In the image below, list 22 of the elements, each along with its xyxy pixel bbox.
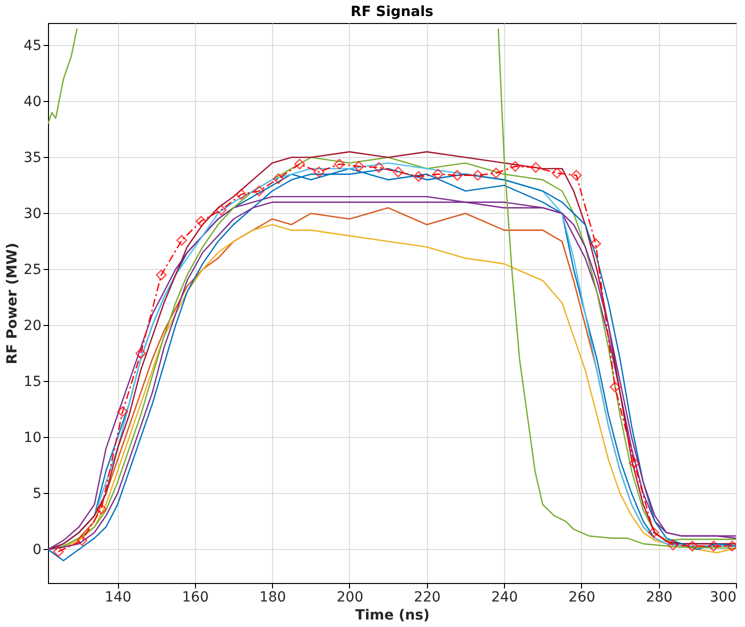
x-tick-label: 280 [646,590,673,606]
y-tick-label: 15 [24,374,42,390]
x-tick-label: 160 [182,590,209,606]
x-tick-label: 300 [710,590,736,606]
x-tick-label: 220 [414,590,441,606]
y-tick-label: 25 [24,262,42,278]
x-axis-title: Time (ns) [355,608,430,624]
y-axis-title: RF Power (MW) [4,242,21,364]
x-tick-label: 260 [568,590,596,606]
chart-title: RF Signals [350,4,434,20]
y-tick-label: 5 [32,486,42,502]
x-tick-label: 240 [491,590,518,606]
y-tick-label: 40 [24,94,42,110]
x-tick-label: 200 [336,590,364,606]
x-tick-label: 180 [259,590,286,606]
y-tick-label: 45 [24,38,42,54]
y-tick-label: 20 [24,318,42,334]
y-tick-label: 10 [24,430,42,446]
y-tick-label: 35 [24,150,42,166]
y-tick-label: 30 [24,206,42,222]
x-tick-label: 140 [104,590,132,606]
y-tick-label: 0 [32,542,42,558]
